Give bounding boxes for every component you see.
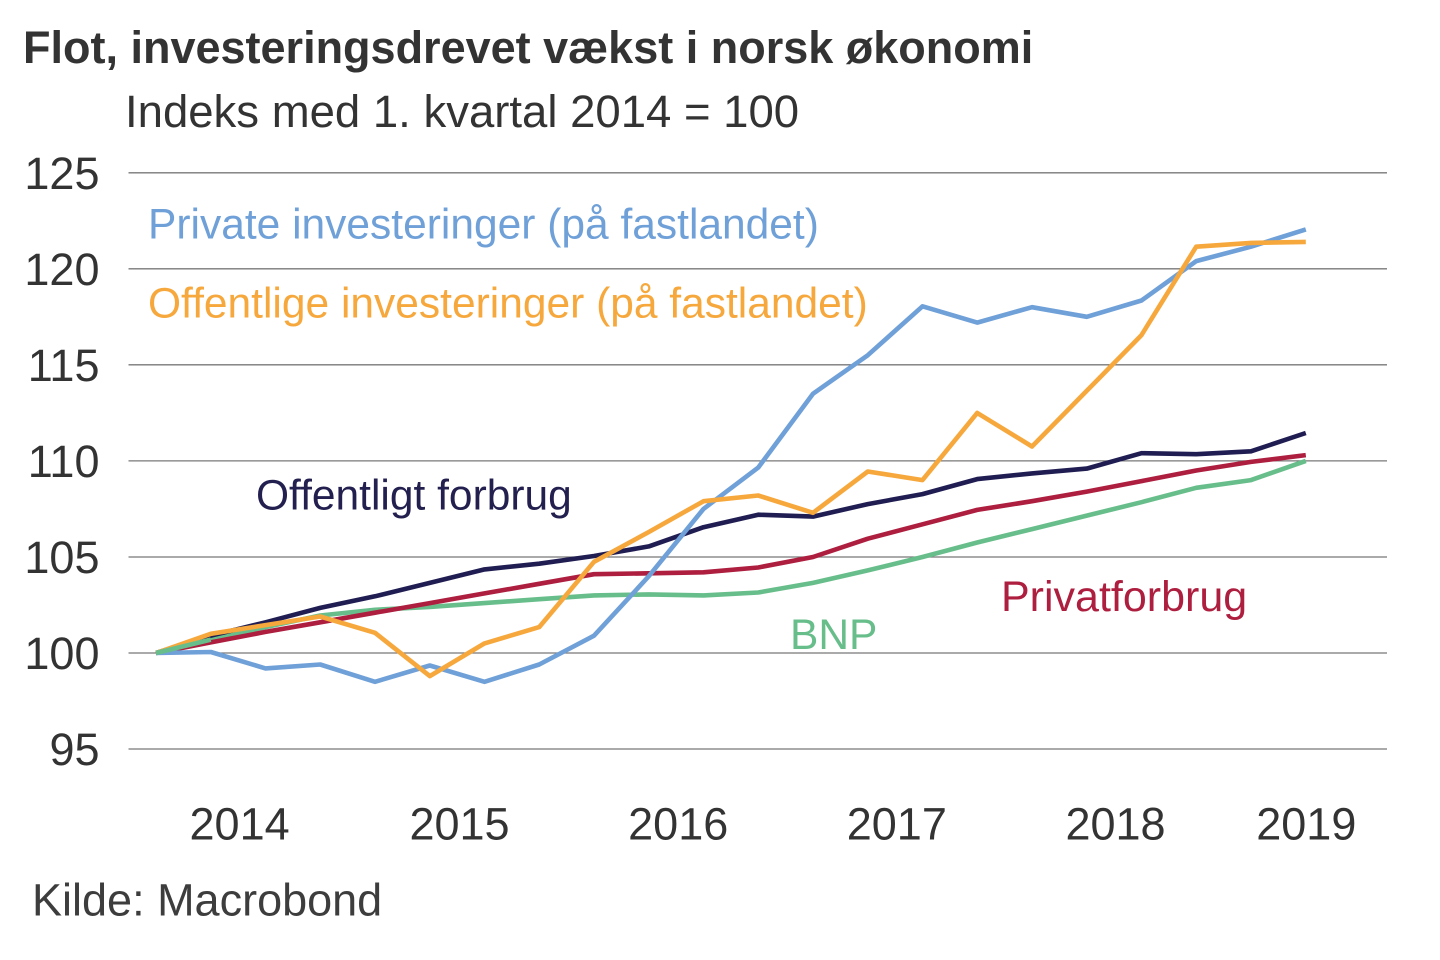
svg-text:105: 105 [24,532,99,583]
svg-text:125: 125 [24,148,99,199]
svg-text:Offentligt forbrug: Offentligt forbrug [256,473,572,520]
svg-text:115: 115 [28,340,100,391]
svg-text:100: 100 [24,628,99,679]
svg-text:Offentlige investeringer (på f: Offentlige investeringer (på fastlandet) [148,281,868,328]
svg-text:2019: 2019 [1256,799,1356,850]
svg-text:95: 95 [49,724,99,775]
svg-text:2017: 2017 [847,799,947,850]
svg-text:2018: 2018 [1065,799,1165,850]
svg-text:Kilde: Macrobond: Kilde: Macrobond [32,875,382,926]
svg-text:Privatforbrug: Privatforbrug [1001,573,1247,621]
svg-text:2015: 2015 [409,799,509,850]
svg-text:110: 110 [28,436,100,487]
svg-text:2016: 2016 [628,799,728,850]
svg-text:Private investeringer (på fast: Private investeringer (på fastlandet) [148,202,819,249]
svg-text:2014: 2014 [190,799,290,850]
svg-text:120: 120 [24,244,99,295]
svg-text:BNP: BNP [790,612,877,659]
svg-text:Indeks med 1. kvartal 2014 = 1: Indeks med 1. kvartal 2014 = 100 [125,86,799,137]
svg-text:Flot, investeringsdrevet vækst: Flot, investeringsdrevet vækst i norsk ø… [23,22,1033,73]
